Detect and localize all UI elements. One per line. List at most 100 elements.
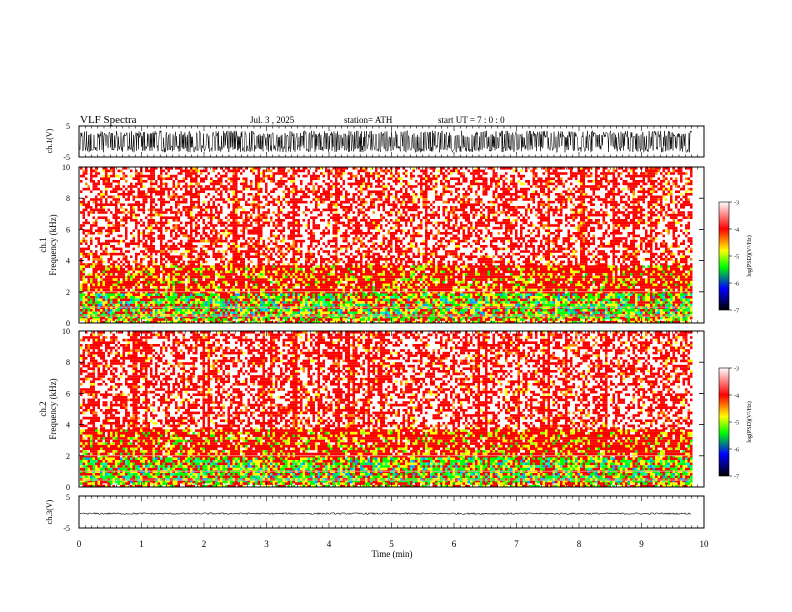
- spectrogram-cell: [237, 216, 240, 219]
- spectrogram-cell: [380, 242, 383, 245]
- spectrogram-cell: [230, 187, 233, 191]
- spectrogram-cell: [175, 226, 178, 230]
- spectrogram-cell: [212, 252, 215, 256]
- spectrogram-cell: [470, 258, 473, 261]
- spectrogram-cell: [535, 193, 538, 196]
- spectrogram-cell: [287, 224, 290, 227]
- spectrogram-cell: [507, 208, 510, 212]
- spectrogram-cell: [207, 237, 210, 240]
- spectrogram-cell: [635, 252, 638, 256]
- spectrogram-cell: [152, 219, 155, 222]
- spectrogram-cell: [345, 224, 348, 227]
- spectrogram-cell: [567, 252, 570, 256]
- spectrogram-cell: [137, 263, 140, 266]
- spectrogram-cell: [527, 203, 530, 206]
- spectrogram-cell: [305, 167, 308, 170]
- spectrogram-cell: [430, 232, 433, 235]
- spectrogram-cell: [135, 221, 138, 225]
- spectrogram-cell: [402, 198, 405, 201]
- spectrogram-cell: [650, 226, 653, 230]
- spectrogram-cell: [480, 213, 483, 217]
- spectrogram-cell: [552, 187, 555, 191]
- spectrogram-cell: [112, 245, 115, 248]
- spectrogram-cell: [462, 211, 465, 214]
- spectrogram-cell: [400, 195, 403, 199]
- spectrogram-cell: [572, 213, 575, 217]
- spectrogram-cell: [232, 185, 235, 188]
- spectrogram-cell: [632, 260, 635, 264]
- spectrogram-cell: [632, 234, 635, 238]
- spectrogram-cell: [307, 208, 310, 212]
- spectrogram-cell: [427, 221, 430, 225]
- spectrogram-cell: [137, 237, 140, 240]
- spectrogram-cell: [475, 190, 478, 193]
- spectrogram-cell: [457, 232, 460, 235]
- spectrogram-cell: [150, 208, 153, 212]
- spectrogram-cell: [192, 206, 195, 209]
- spectrogram-cell: [92, 216, 95, 219]
- spectrogram-cell: [545, 229, 548, 232]
- spectrogram-cell: [197, 211, 200, 214]
- spectrogram-cell: [482, 180, 485, 183]
- spectrogram-cell: [437, 239, 440, 243]
- spectrogram-cell: [310, 239, 313, 243]
- spectrogram-cell: [290, 237, 293, 240]
- spectrogram-cell: [102, 260, 105, 264]
- spectrogram-cell: [495, 245, 498, 248]
- spectrogram-cell: [382, 182, 385, 186]
- spectrogram-cell: [360, 219, 363, 222]
- spectrogram-cell: [197, 182, 200, 186]
- spectrogram-cell: [397, 221, 400, 225]
- spectrogram-cell: [187, 172, 190, 175]
- spectrogram-cell: [525, 198, 528, 201]
- spectrogram-cell: [640, 195, 643, 199]
- spectrogram-cell: [197, 174, 200, 178]
- spectrogram-cell: [95, 200, 98, 204]
- spectrogram-cell: [365, 221, 368, 225]
- spectrogram-cell: [245, 250, 248, 253]
- spectrogram-cell: [162, 200, 165, 204]
- spectrogram-cell: [310, 211, 313, 214]
- spectrogram-cell: [340, 216, 343, 219]
- spectrogram-cell: [620, 211, 623, 214]
- spectrogram-cell: [427, 247, 430, 251]
- spectrogram-cell: [427, 232, 430, 235]
- spectrogram-cell: [510, 208, 513, 212]
- spectrogram-cell: [417, 167, 420, 170]
- spectrogram-cell: [257, 255, 260, 258]
- spectrogram-cell: [130, 208, 133, 212]
- spectrogram-cell: [575, 258, 578, 261]
- spectrogram-cell: [140, 177, 143, 180]
- spectrogram-cell: [607, 213, 610, 217]
- spectrogram-cell: [297, 206, 300, 209]
- spectrogram-cell: [412, 229, 415, 232]
- spectrogram-cell: [602, 250, 605, 253]
- spectrogram-cell: [445, 174, 448, 178]
- spectrogram-cell: [525, 247, 528, 251]
- spectrogram-cell: [172, 226, 175, 230]
- spectrogram-cell: [135, 242, 138, 245]
- spectrogram-cell: [575, 239, 578, 243]
- spectrogram-cell: [127, 260, 130, 264]
- spectrogram-cell: [345, 200, 348, 204]
- spectrogram-cell: [95, 195, 98, 199]
- spectrogram-cell: [222, 263, 225, 266]
- spectrogram-cell: [507, 198, 510, 201]
- spectrogram-cell: [465, 237, 468, 240]
- spectrogram-cell: [340, 172, 343, 175]
- spectrogram-cell: [267, 224, 270, 227]
- spectrogram-cell: [150, 169, 153, 173]
- spectrogram-cell: [182, 234, 185, 238]
- spectrogram-cell: [335, 245, 338, 248]
- spectrogram-cell: [377, 208, 380, 212]
- spectrogram-cell: [572, 203, 575, 206]
- spectrogram-cell: [502, 211, 505, 214]
- spectrogram-cell: [167, 258, 170, 261]
- spectrogram-cell: [375, 185, 378, 188]
- spectrogram-cell: [442, 206, 445, 209]
- spectrogram-cell: [142, 232, 145, 235]
- spectrogram-cell: [280, 258, 283, 261]
- spectrogram-cell: [390, 234, 393, 238]
- spectrogram-cell: [255, 203, 258, 206]
- spectrogram-cell: [162, 234, 165, 238]
